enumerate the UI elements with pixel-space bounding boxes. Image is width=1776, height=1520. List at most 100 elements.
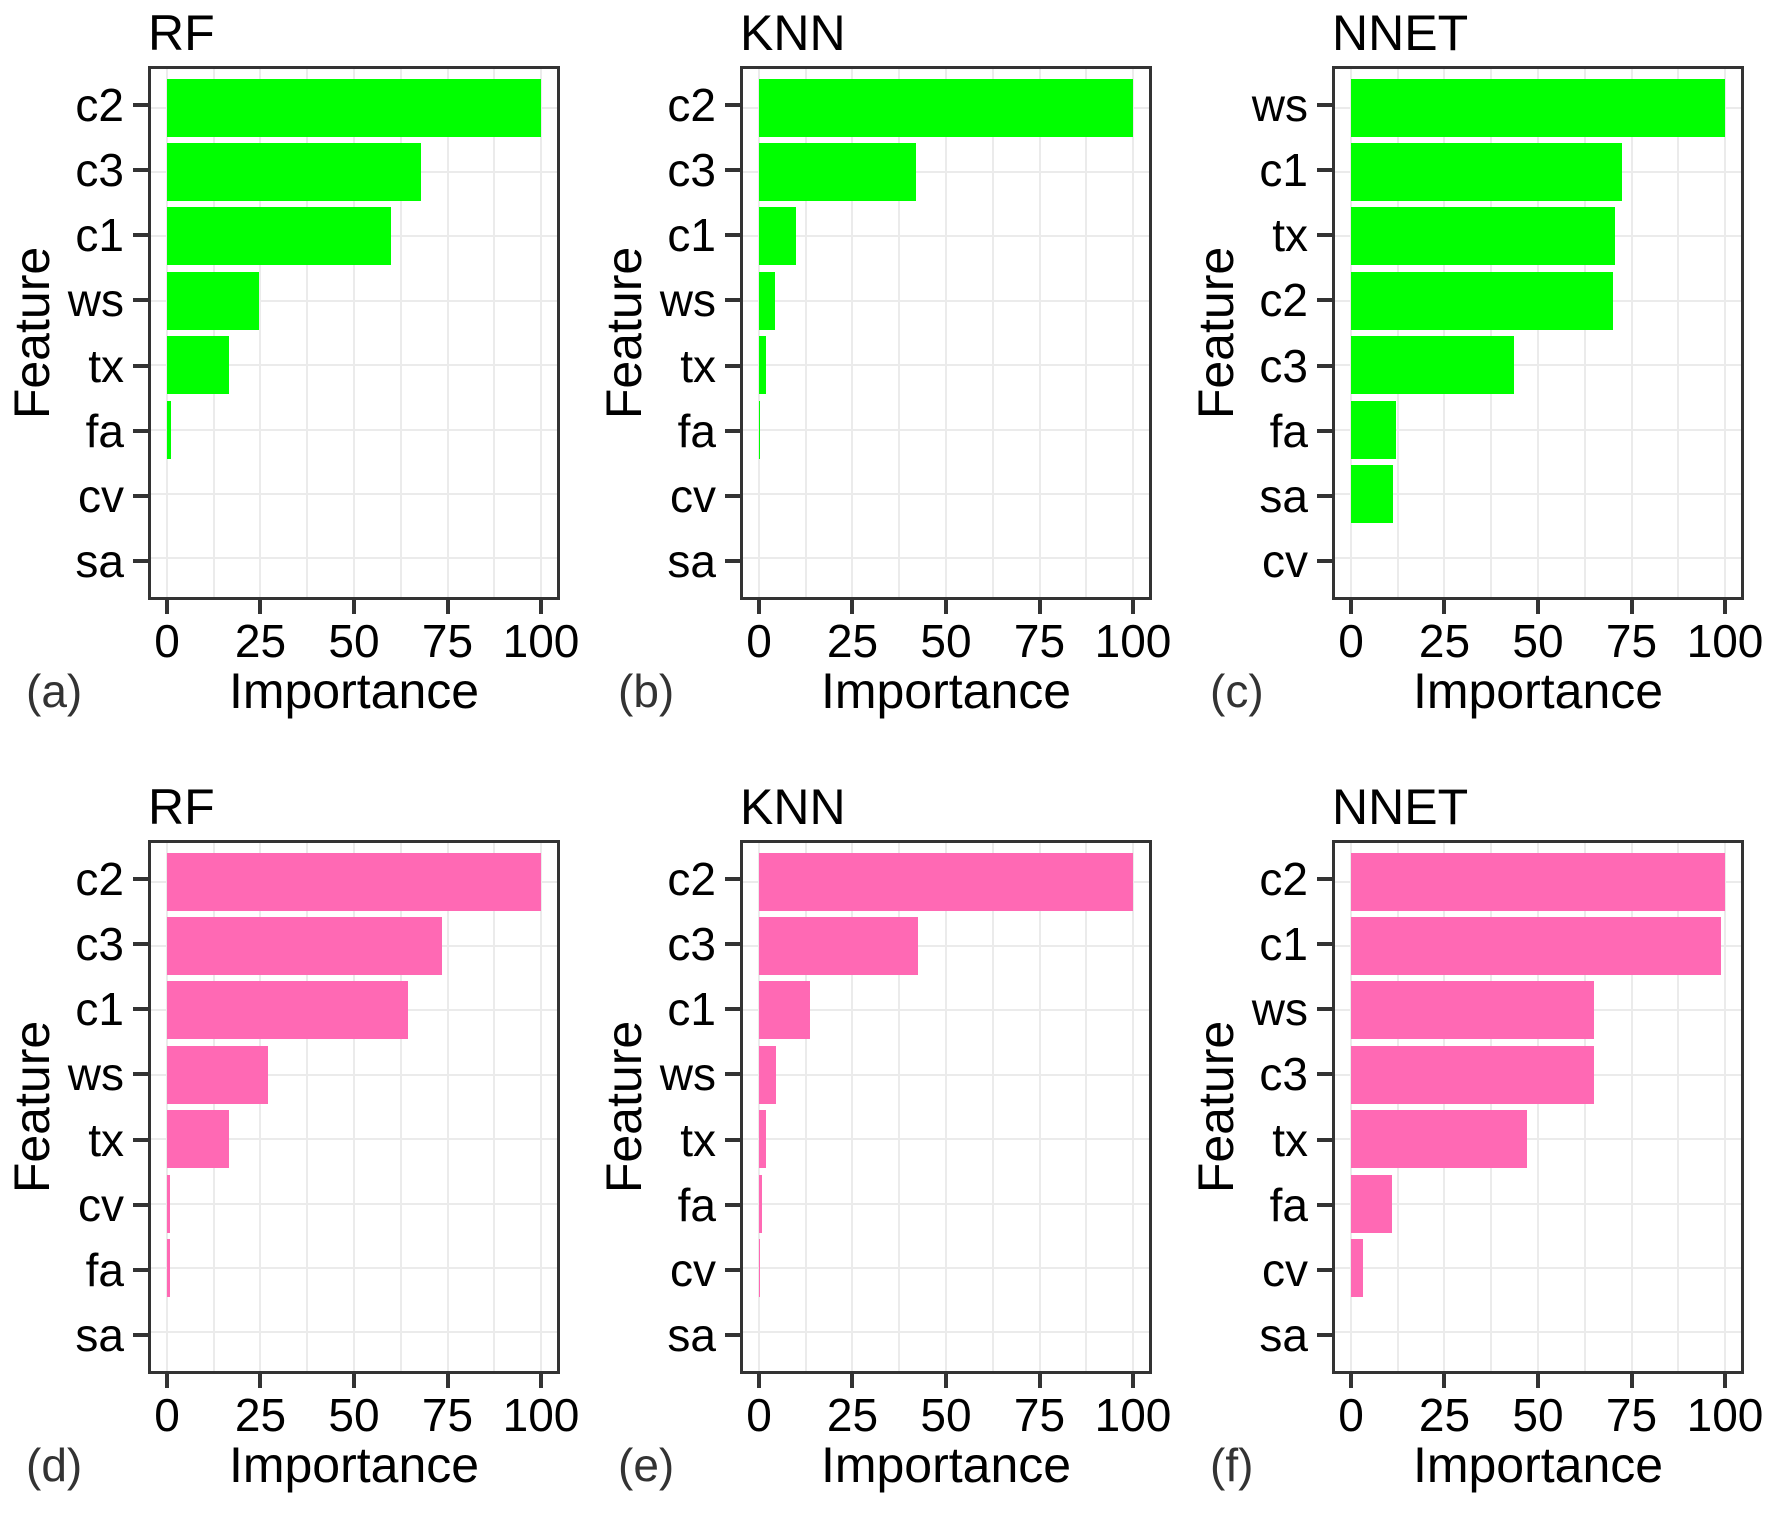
y-tick-mark [725,493,740,498]
grid-line-vertical [991,843,994,1371]
y-tick-label: c1 [1259,918,1308,971]
grid-line-vertical [1038,843,1041,1371]
y-tick-label: c1 [75,209,124,262]
x-tick-label: 75 [1605,615,1658,667]
y-tick-mark [725,428,740,433]
y-tick-label: ws [1251,79,1308,132]
y-tick-label: sa [667,1308,716,1361]
y-tick-label: c3 [667,918,716,971]
grid-line-vertical [1349,843,1352,1371]
y-tick-mark [1317,1007,1332,1012]
grid-line-vertical [540,843,543,1371]
grid-line-vertical [945,843,947,1371]
x-tick-mark [944,1374,948,1388]
y-axis: c2 c3 c1 ws tx fa cv sa [64,66,148,600]
grid-line-vertical [259,843,262,1371]
x-tick-mark [352,600,356,614]
panel-letter: (c) [1210,665,1264,717]
bar-c1 [166,207,392,266]
grid-line-vertical [1490,843,1493,1371]
y-tick-mark [1317,363,1332,368]
bar-tx [758,336,767,395]
bar-fa [1350,400,1396,459]
bar-tx [166,1110,229,1169]
grid-line-vertical [757,843,760,1371]
plot-field [165,843,543,1371]
y-tick-label: tx [88,339,124,392]
plot-area [1332,66,1744,600]
bar-c3 [758,917,918,975]
y-tick-label: tx [1272,209,1308,262]
grid-line-vertical [1443,69,1446,597]
grid-line-vertical [1677,843,1680,1371]
grid-line-vertical [1443,843,1446,1371]
grid-line-vertical [1132,843,1135,1371]
y-tick-mark [1317,1137,1332,1142]
x-tick-labels-field: 0 25 50 75 100 [154,616,579,664]
y-axis: c2 c3 c1 ws tx cv fa sa [64,840,148,1374]
x-axis-tick-labels: 0 25 50 75 100 [743,1390,1171,1438]
y-tick-label: c3 [667,144,716,197]
x-tick-label: 100 [1686,1389,1764,1441]
grid-line-vertical [353,69,355,597]
y-axis-title: Feature [0,66,64,600]
panel-title: RF [148,5,215,61]
y-tick-label: c3 [1259,339,1308,392]
y-tick-mark [133,103,148,108]
x-tick-mark [445,1374,450,1388]
grid-line-vertical [804,69,807,597]
x-tick-mark [258,600,263,614]
bar-c1 [166,981,409,1040]
x-axis-tick-marks [151,600,557,616]
x-tick-marks-field [164,600,544,616]
y-axis-title: Feature [0,840,64,1374]
grid-line-vertical [1490,69,1493,597]
y-tick-label: ws [1251,983,1308,1036]
x-tick-mark [1536,600,1540,614]
x-tick-mark [1536,1374,1540,1388]
grid-line-vertical [446,843,449,1371]
y-tick-label: cv [78,469,124,522]
x-tick-mark [850,1374,855,1388]
y-tick-mark [1317,298,1332,303]
y-tick-label: fa [677,404,716,457]
x-tick-labels-field: 0 25 50 75 100 [1338,615,1763,667]
bottom-row-cell-e: KNN Feature c2 c3 c1 ws tx fa cv sa 0 25 50 75 100 … [592,730,1184,1520]
grid-line-vertical [1038,69,1041,597]
plot-area [1332,840,1744,1374]
x-tick-label: 25 [826,615,879,667]
x-tick-label: 100 [502,615,580,667]
grid-line-vertical [1583,843,1586,1371]
bar-fa [1350,1174,1393,1233]
y-tick-label: c2 [75,853,124,906]
y-axis-title-text: Feature [596,246,653,420]
y-tick-mark [725,1202,740,1207]
y-tick-label: sa [1259,469,1308,522]
panel-a: RF Feature c2 c3 c1 ws tx fa cv sa 0 25 50 75 100 (… [0,0,592,730]
grid-line-vertical [1630,843,1633,1371]
y-tick-mark [133,168,148,173]
y-tick-label: ws [67,1048,124,1101]
x-tick-labels-field: 0 25 50 75 100 [1338,1390,1763,1438]
grid-line-vertical [1396,843,1399,1371]
x-tick-mark [1629,1374,1634,1388]
plot-field [165,69,543,597]
x-tick-mark [1723,600,1728,614]
y-axis: ws c1 tx c2 c3 fa sa cv [1248,66,1332,600]
grid-line-vertical [399,843,402,1371]
y-tick-label: c2 [1259,853,1308,906]
bar-c3 [166,917,442,975]
y-tick-mark [1317,168,1332,173]
x-tick-label: 100 [502,1389,580,1441]
y-tick-label: c1 [75,983,124,1036]
y-tick-label: c2 [75,79,124,132]
bar-c3 [166,143,422,201]
y-tick-label: sa [75,534,124,587]
grid-line-vertical [1724,843,1727,1371]
x-tick-marks-field [1348,1374,1728,1390]
y-tick-mark [133,1332,148,1337]
grid-line-vertical [757,69,760,597]
bar-c2 [1350,271,1613,330]
bar-ws [758,271,776,330]
x-axis-title: Importance [228,1437,480,1493]
